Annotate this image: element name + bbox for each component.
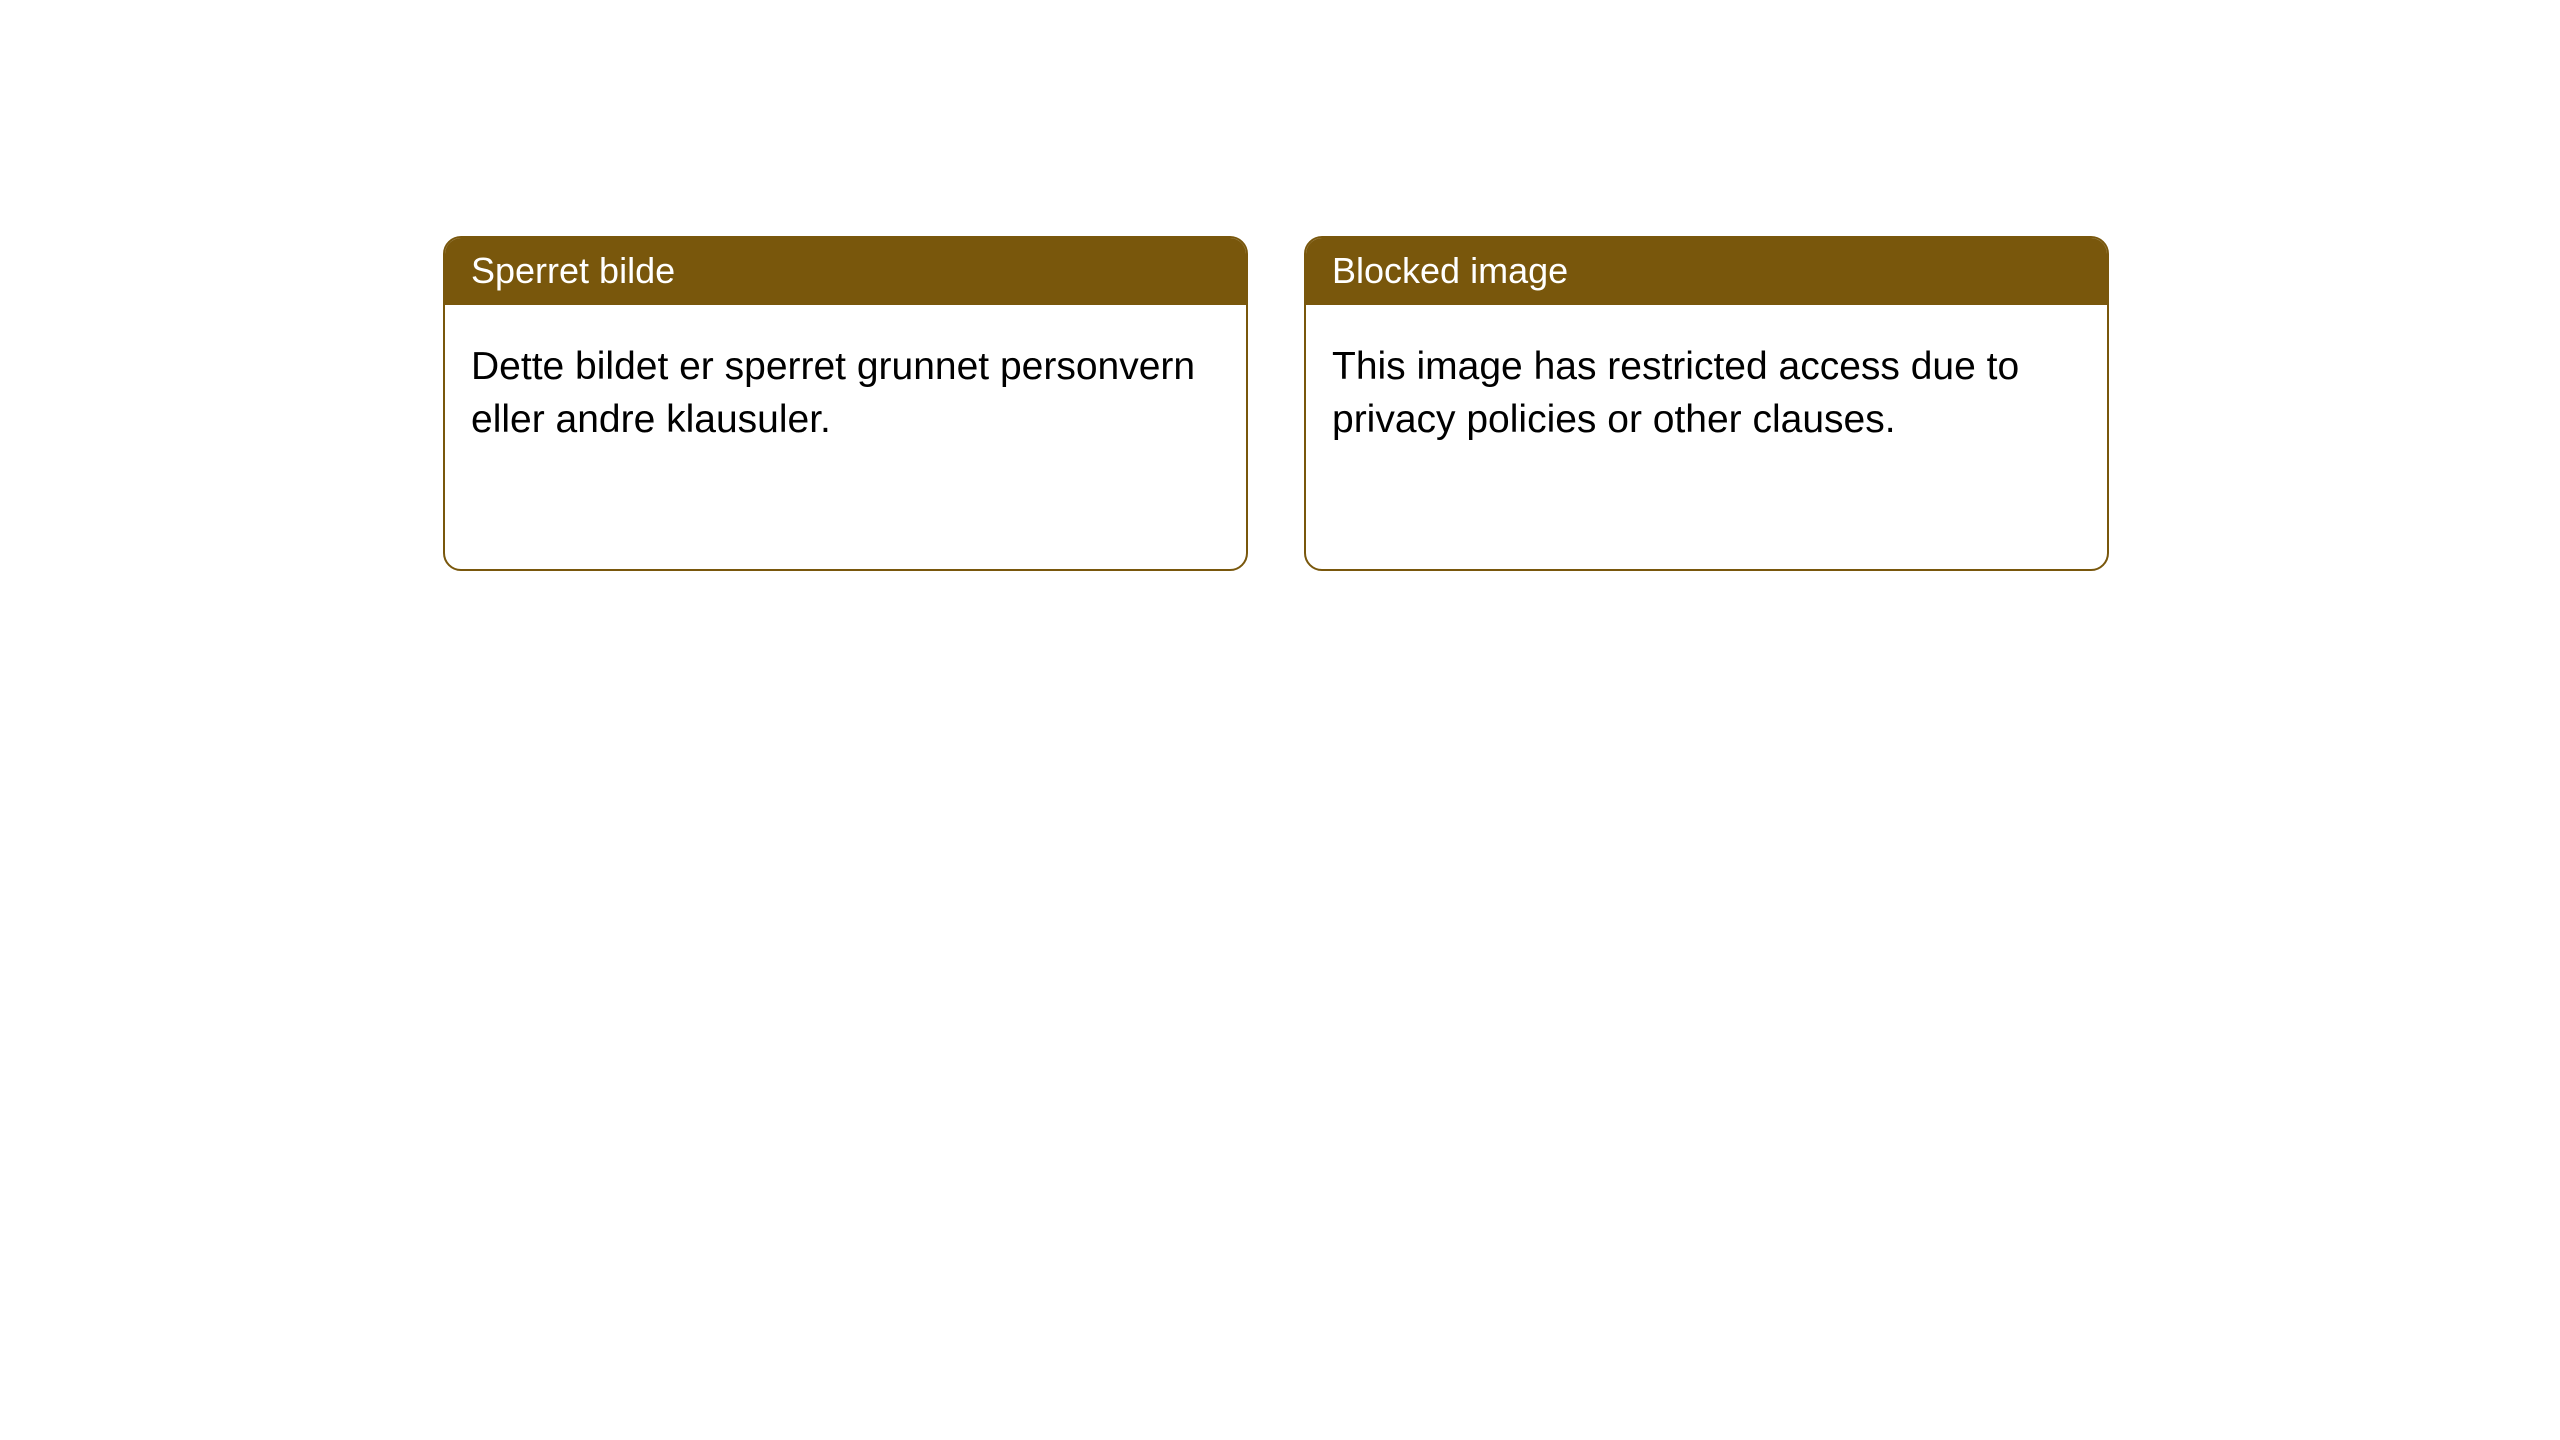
card-body-en: This image has restricted access due to …: [1306, 305, 2107, 472]
card-header-en: Blocked image: [1306, 238, 2107, 305]
blocked-image-card-en: Blocked image This image has restricted …: [1304, 236, 2109, 571]
blocked-image-card-no: Sperret bilde Dette bildet er sperret gr…: [443, 236, 1248, 571]
notice-container: Sperret bilde Dette bildet er sperret gr…: [0, 0, 2560, 571]
card-header-no: Sperret bilde: [445, 238, 1246, 305]
card-body-no: Dette bildet er sperret grunnet personve…: [445, 305, 1246, 472]
